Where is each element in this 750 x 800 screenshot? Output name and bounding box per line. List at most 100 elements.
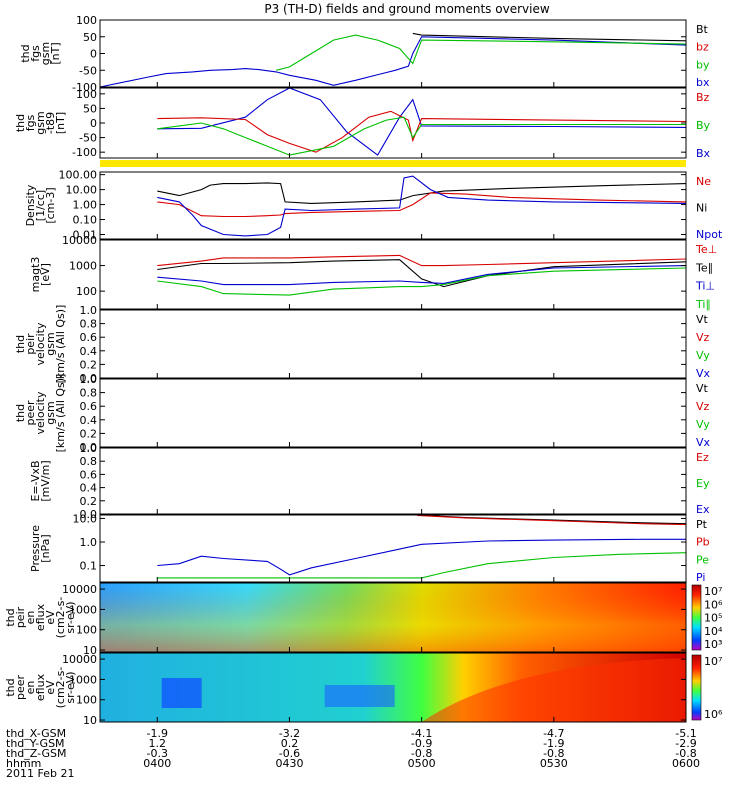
y-axis-label: en [24,611,37,625]
legend-entry: By [696,119,711,132]
y-tick-label: -100 [72,146,97,159]
x-row-label: thd_Y-GSM [6,737,65,750]
panel-frame [99,87,687,159]
series-Ti⊥ [157,265,687,286]
y-axis-label: en [24,681,37,695]
y-axis-label: thd [14,404,27,422]
y-tick-label: 100 [76,624,97,637]
panel-frame [99,652,687,723]
y-axis-label: thd [14,335,27,353]
y-axis-label: Pressure [29,525,42,572]
panel-separator-band [100,160,686,167]
y-axis-label: [1/cc] [34,190,47,221]
legend-entry: Pi [696,571,705,584]
y-tick-label: 100 [76,88,97,101]
y-axis-label: peir [24,333,37,355]
legend-entry: Pe [696,553,709,566]
y-axis-label: [nT] [49,42,62,64]
y-tick-label: 0.0 [80,508,98,521]
legend-entry: Ez [696,451,709,464]
y-axis-label: eV [44,610,57,625]
legend-entry: Pt [696,518,708,531]
figure-title: P3 (TH-D) fields and ground moments over… [264,2,549,16]
colorbar-tick-label: 10⁷ [704,585,722,598]
y-tick-label: 0.01 [73,228,98,241]
y-axis-label: thd [14,114,27,132]
legend-entry: Vt [696,313,709,326]
y-axis-label: [km/s (All Qs)] [54,374,67,453]
y-axis-label: peer [24,400,37,426]
y-axis-label: eflux [34,673,47,701]
legend-entry: Vx [696,436,711,449]
y-axis-label: [mV/m] [39,460,52,501]
legend-entry: Bt [696,23,709,36]
y-tick-label: 1000 [69,673,97,686]
legend-entry: Vt [696,382,709,395]
y-tick-label: 10000 [62,583,97,596]
legend-entry: by [696,58,710,71]
x-row-label: thd_X-GSM [6,727,66,740]
legend-entry: Pb [696,536,710,549]
series-By [157,116,686,156]
colorbar-tick-label: 10⁴ [704,625,723,638]
y-axis-label: thd [4,678,17,696]
x-row-value: -2.9 [675,737,696,750]
y-tick-label: 0.6 [80,400,98,413]
panel-peer_velocity: VtVzVyVx1.00.80.60.40.20.0thdpeervelocit… [14,373,711,454]
series-bx [99,36,687,88]
series-Pi [157,538,686,576]
y-tick-label: 1.0 [80,442,98,455]
y-axis-label: (cm2-s- [54,667,67,709]
panel-frame [99,309,687,379]
y-tick-label: 0.4 [80,482,98,495]
series-Te⊥ [157,254,687,267]
y-axis-label: gsm [44,401,57,424]
y-tick-label: 1.00 [73,199,98,212]
colorbar-tick-label: 10⁵ [704,612,722,625]
y-axis-label: E=-VxB [29,460,42,501]
panel-frame [99,19,687,88]
y-axis-label: velocity [34,322,47,365]
legend-entry: Ni [696,202,707,215]
x-row-value: 1.2 [149,737,167,750]
x-row-value: 0530 [540,757,568,770]
y-tick-label: 0.6 [80,331,98,344]
y-tick-label: 0.8 [80,318,98,331]
x-row-value: -4.1 [411,727,432,740]
x-row-value: -0.8 [675,747,696,760]
series-Ne [157,192,687,218]
y-axis-label: eV [44,680,57,695]
series-Bz [157,110,687,153]
y-tick-label: 0.2 [80,495,98,508]
x-row-value: 0400 [143,757,171,770]
y-tick-label: 1000 [69,260,97,273]
legend-entry: bx [696,76,710,89]
x-row-value: -0.8 [411,747,432,760]
y-tick-label: 50 [83,102,97,115]
y-axis-label: Density [24,184,37,226]
y-tick-label: 1.0 [80,536,98,549]
colorbar-tick-label: 10⁷ [704,655,722,668]
y-tick-label: 1.0 [80,373,98,386]
x-row-value: -1.9 [147,727,168,740]
y-tick-label: 10.0 [73,512,98,525]
legend-entry: bz [696,41,709,54]
y-tick-label: 1.0 [80,304,98,317]
x-row-label: hhmm [6,757,41,770]
y-tick-label: 100 [76,285,97,298]
colorbar-tick-label: 10⁶ [704,598,723,611]
x-row-value: -0.8 [543,747,564,760]
colorbar [691,584,702,651]
series-Npot [157,175,687,237]
legend-entry: Ti⊥ [695,280,715,293]
y-axis-label: -t89 [44,112,57,134]
y-axis-label: thd [4,608,17,626]
legend-entry: Vx [696,367,711,380]
series-Pe [157,552,687,579]
y-axis-label: [nPa] [39,534,52,562]
y-tick-label: 100.00 [59,169,98,182]
y-tick-label: -50 [79,132,97,145]
y-tick-label: 0.4 [80,414,98,427]
